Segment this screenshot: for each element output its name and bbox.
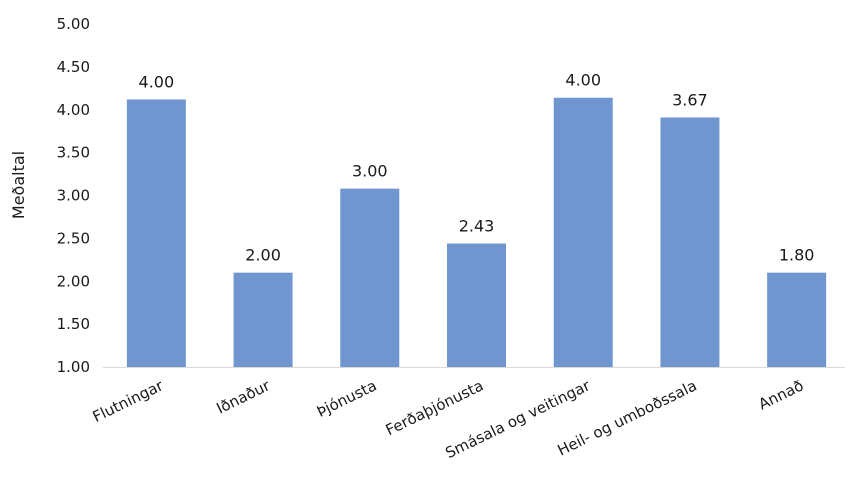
x-axis-ticks: Flutningar Iðnaður Þjónusta FerðaþjónustaSm… — [90, 376, 807, 462]
x-tick-label: Ferðaþjónusta — [383, 376, 486, 439]
y-tick-label: 2.50 — [57, 229, 90, 247]
data-label: 2.00 — [245, 246, 281, 265]
data-labels: 4.00 2.00 3.00 2.43 4.00 3.67 1.80 — [139, 71, 815, 265]
y-tick-label: 1.50 — [57, 315, 90, 333]
data-label: 4.00 — [139, 72, 175, 91]
x-tick-label: Þjónusta — [314, 376, 380, 420]
bar — [126, 99, 186, 368]
y-tick-label: 5.00 — [57, 15, 90, 33]
data-label: 3.00 — [352, 162, 388, 181]
bar — [233, 272, 293, 367]
data-label: 4.00 — [565, 71, 601, 90]
data-label: 1.80 — [779, 246, 815, 265]
bar — [660, 117, 720, 367]
bar — [553, 97, 613, 368]
bars — [126, 97, 827, 368]
x-tick-label: Iðnaður — [214, 376, 274, 418]
bar — [340, 188, 400, 367]
y-tick-label: 1.00 — [57, 358, 90, 376]
x-tick-label: Flutningar — [90, 376, 167, 426]
y-tick-label: 3.50 — [57, 144, 90, 162]
y-tick-label: 2.00 — [57, 272, 90, 290]
x-tick-label: Annað — [756, 376, 807, 413]
y-axis-label: Meðaltal — [9, 151, 28, 219]
y-tick-label: 4.00 — [57, 101, 90, 119]
y-axis-ticks: 1.00 1.50 2.00 2.50 3.00 3.50 4.00 4.50 5.00 — [57, 15, 90, 376]
bar — [447, 243, 506, 367]
data-label: 3.67 — [672, 90, 708, 109]
bar — [767, 272, 827, 367]
data-label: 2.43 — [459, 217, 495, 236]
y-tick-label: 3.00 — [57, 187, 90, 205]
y-tick-label: 4.50 — [57, 58, 90, 76]
